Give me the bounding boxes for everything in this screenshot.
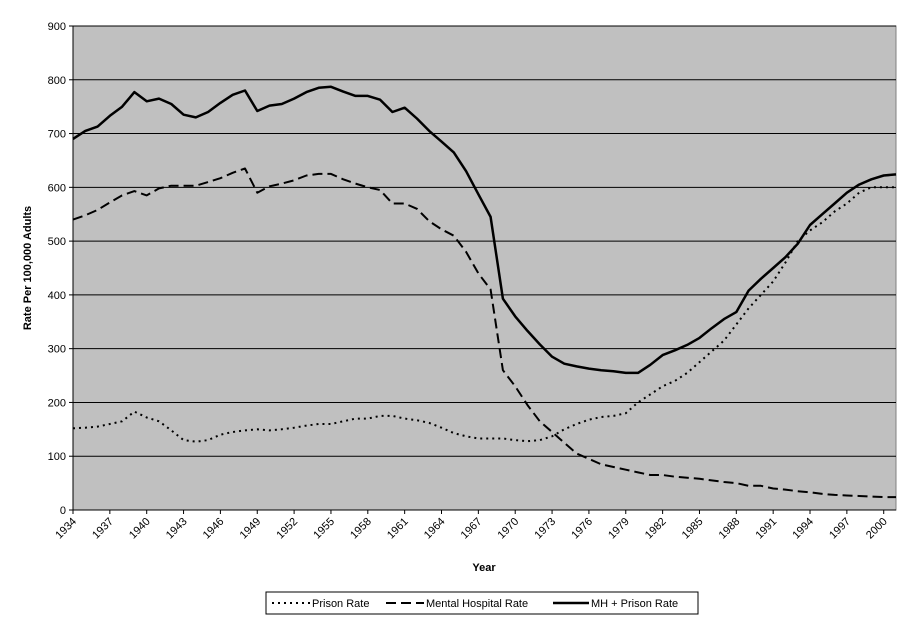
y-tick-label: 300 [48,344,66,356]
y-tick-label: 100 [48,451,66,463]
legend-label-prison-rate: Prison Rate [312,598,369,610]
axes [72,26,896,511]
y-tick-label: 900 [48,21,66,33]
legend-label-mental-hospital-rate: Mental Hospital Rate [426,598,528,610]
y-tick-label: 400 [48,290,66,302]
y-axis-title: Rate Per 100,000 Adults [22,206,34,330]
plot-area [72,25,897,511]
series-line-mh-prison-rate [72,85,897,375]
y-tick-label: 500 [48,236,66,248]
y-tick-label: 200 [48,397,66,409]
y-tick-label: 600 [48,182,66,194]
y-axis-ticks: 0 100 200 300 400 500 600 700 800 900 [48,21,73,517]
y-tick-label: 0 [60,505,66,517]
series-lines [72,85,897,499]
y-tick-label: 800 [48,75,66,87]
legend-box [265,591,699,615]
series-line-mental-hospital-rate [72,167,896,499]
y-tick-label: 700 [48,129,66,141]
gridlines [73,25,896,457]
legend-label-mh-prison-rate: MH + Prison Rate [591,598,678,610]
legend: Prison Rate Mental Hospital Rate MH + Pr… [265,591,699,615]
x-axis-title: Year [472,562,496,574]
